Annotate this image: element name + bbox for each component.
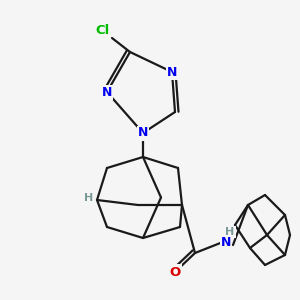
Text: O: O (169, 266, 181, 278)
Text: N: N (221, 236, 231, 248)
Text: N: N (102, 85, 112, 98)
Text: H: H (225, 227, 235, 237)
Text: H: H (84, 193, 94, 203)
Text: N: N (138, 127, 148, 140)
Text: N: N (167, 65, 177, 79)
Text: Cl: Cl (95, 23, 109, 37)
